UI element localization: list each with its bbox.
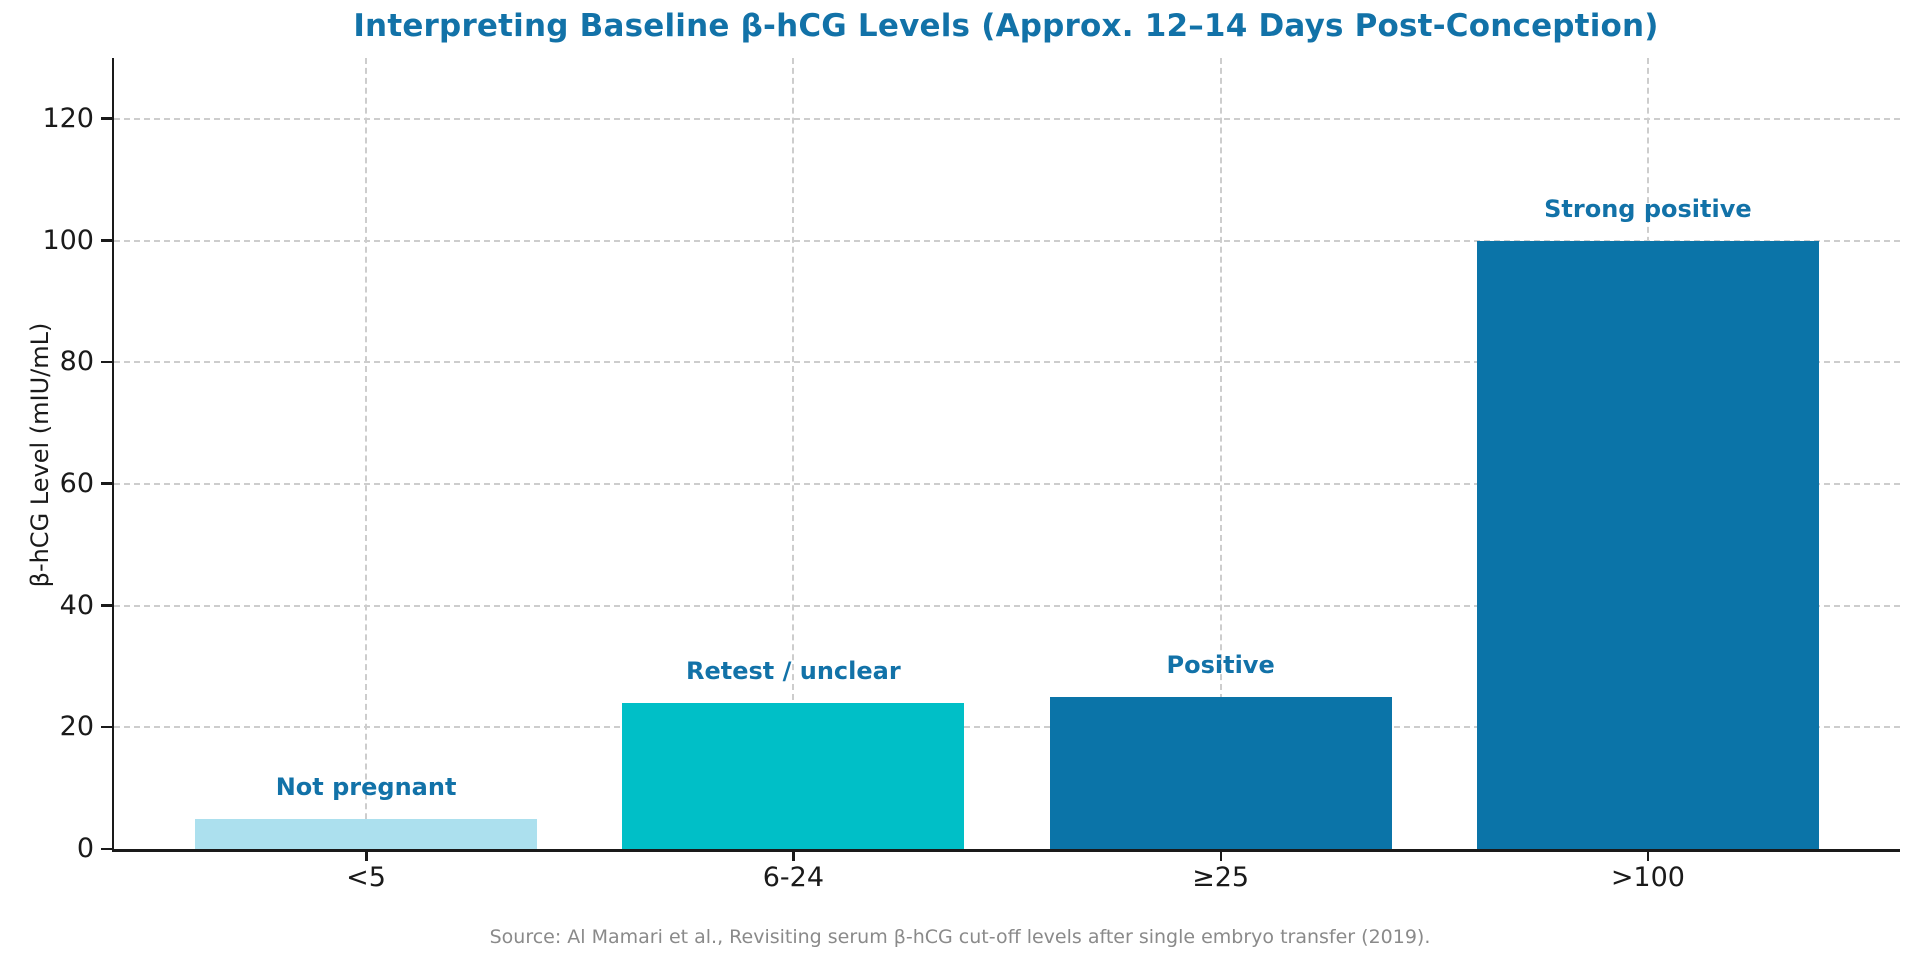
x-tick-label: 6-24	[762, 862, 824, 893]
y-tick-mark	[101, 239, 112, 242]
grid-line-v	[1219, 58, 1222, 849]
x-tick-mark	[792, 852, 795, 861]
source-note: Source: Al Mamari et al., Revisiting ser…	[489, 926, 1431, 948]
bar	[1477, 240, 1819, 849]
x-tick-label: <5	[346, 862, 386, 893]
y-tick-mark	[101, 360, 112, 364]
plot-area: 0 20 40 60 80 100 120 Not pregnant <5 Retest / un…	[42, 58, 1900, 893]
y-tick-mark	[101, 117, 112, 120]
grid-line-h	[114, 604, 1900, 607]
y-tick-label: 100	[42, 224, 94, 256]
grid-line-h	[114, 726, 1900, 729]
bar-label: Not pregnant	[275, 772, 457, 801]
x-tick-mark	[1219, 852, 1223, 861]
bar	[622, 702, 965, 849]
grid-line-h	[114, 361, 1900, 364]
bar-label: Positive	[1166, 650, 1275, 679]
chart-title: Interpreting Baseline β-hCG Levels (Appr…	[353, 8, 1659, 44]
x-tick-label: ≥25	[1192, 862, 1250, 893]
y-tick-mark	[101, 604, 112, 607]
bar	[1049, 696, 1392, 849]
grid-line-v	[792, 58, 795, 849]
y-tick-label: 40	[59, 589, 94, 621]
x-tick-mark	[1646, 852, 1650, 861]
grid-line-v	[365, 58, 368, 849]
y-tick-label: 0	[76, 833, 94, 864]
y-tick-label: 20	[59, 711, 94, 743]
bar	[195, 818, 537, 849]
y-tick-label: 60	[59, 467, 94, 499]
y-axis-label: β-hCG Level (mIU/mL)	[26, 322, 54, 588]
x-tick-label: >100	[1610, 862, 1685, 893]
y-tick-mark	[101, 725, 112, 729]
grid-line-h	[114, 239, 1900, 242]
grid-line-h	[114, 117, 1900, 120]
grid-line-h	[114, 482, 1900, 485]
y-tick-mark	[101, 482, 112, 485]
y-tick-label: 80	[59, 346, 94, 378]
bar-label: Strong positive	[1544, 194, 1752, 223]
bar-label: Retest / unclear	[686, 656, 901, 685]
y-tick-mark	[101, 847, 112, 850]
y-tick-label: 120	[42, 102, 94, 134]
x-tick-mark	[365, 852, 368, 861]
